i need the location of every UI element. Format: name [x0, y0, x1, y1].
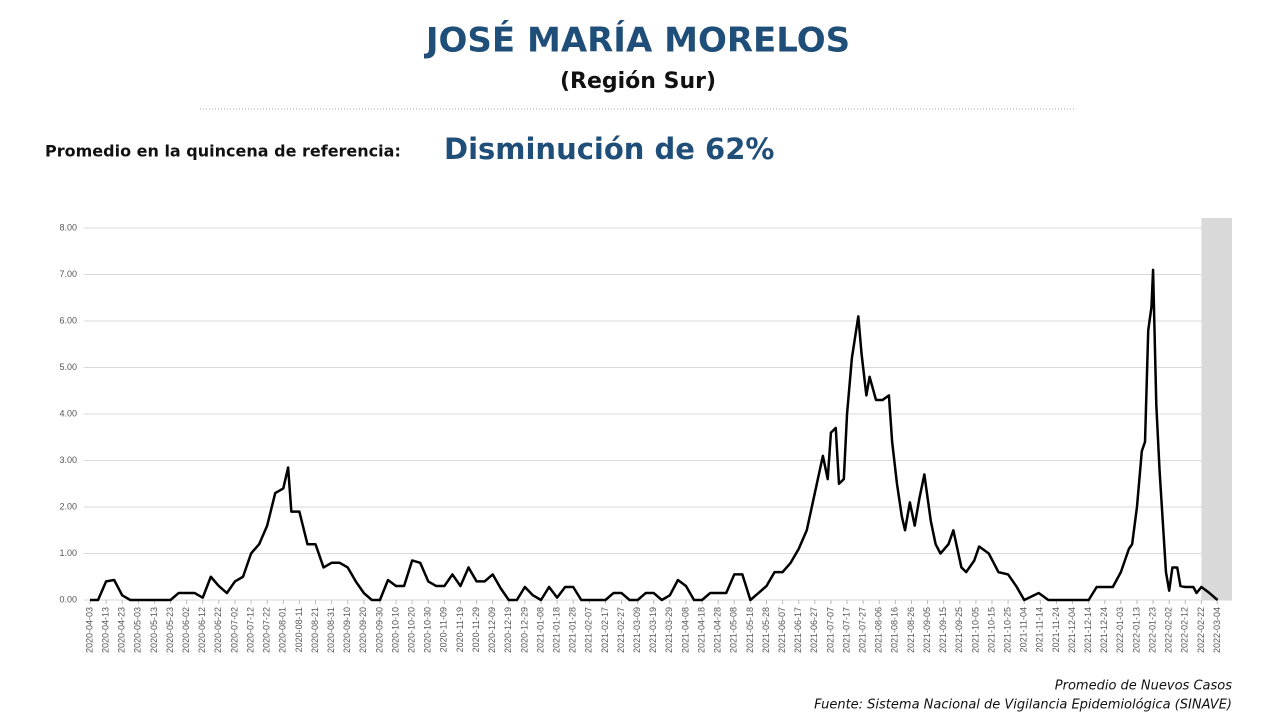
x-tick-label: 2021-07-17 [841, 607, 851, 653]
x-tick-label: 2021-02-27 [616, 607, 626, 653]
x-tick-label: 2020-09-30 [374, 607, 384, 653]
x-tick-label: 2021-04-18 [696, 607, 706, 653]
x-tick-label: 2020-09-10 [342, 607, 352, 653]
chart-subtitle: (Región Sur) [560, 69, 716, 94]
x-tick-label: 2021-01-08 [535, 607, 545, 653]
y-tick-label: 6.00 [59, 315, 77, 325]
plot: 0.00 1.00 2.00 3.00 4.00 5.00 6.00 7.00 8.00 2020… [59, 218, 1232, 653]
y-tick-label: 5.00 [59, 362, 77, 372]
x-tick-label: 2021-10-15 [986, 607, 996, 653]
series-line [90, 268, 1219, 602]
x-tick-label: 2021-12-04 [1067, 607, 1077, 653]
x-tick-label: 2020-08-31 [326, 607, 336, 653]
x-tick-label: 2021-04-08 [680, 607, 690, 653]
x-tick-label: 2020-06-12 [197, 607, 207, 653]
source: Fuente: Sistema Nacional de Vigilancia E… [814, 698, 1232, 713]
y-tick-label: 4.00 [59, 408, 77, 418]
x-tick-label: 2021-02-07 [584, 607, 594, 653]
x-tick-label: 2021-09-25 [954, 607, 964, 653]
x-tick-label: 2021-03-09 [632, 607, 642, 653]
x-tick-label: 2020-04-23 [117, 607, 127, 653]
x-tick-label: 2020-06-02 [181, 607, 191, 653]
x-tick-label: 2021-12-24 [1099, 607, 1109, 653]
x-tick-label: 2021-10-05 [970, 607, 980, 653]
x-tick-label: 2022-01-13 [1131, 607, 1141, 653]
headline: Disminución de 62% [444, 132, 774, 166]
x-tick-label: 2020-10-20 [407, 607, 417, 653]
x-tick-label: 2022-03-04 [1212, 607, 1222, 653]
x-tick-label: 2020-07-22 [262, 607, 272, 653]
x-tick-label: 2022-01-03 [1115, 607, 1125, 653]
x-tick-label: 2021-09-15 [938, 607, 948, 653]
x-tick-label: 2020-11-29 [471, 607, 481, 652]
y-tick-label: 8.00 [59, 222, 77, 232]
x-tick-label: 2022-01-23 [1147, 607, 1157, 653]
reference-label: Promedio en la quincena de referencia: [45, 142, 401, 161]
x-tick-label: 2021-08-16 [890, 607, 900, 653]
x-tick-label: 2021-05-28 [761, 607, 771, 653]
x-tick-label: 2020-06-22 [213, 607, 223, 653]
series-label: Promedio de Nuevos Casos [1055, 679, 1232, 694]
x-tick-label: 2021-11-24 [1051, 607, 1061, 652]
x-tick-label: 2020-12-29 [519, 607, 529, 653]
x-tick-label: 2021-06-07 [777, 607, 787, 653]
x-tick-label: 2021-11-14 [1035, 607, 1045, 652]
x-tick-label: 2020-10-30 [423, 607, 433, 653]
y-tick-label: 7.00 [59, 269, 77, 279]
x-tick-label: 2021-06-17 [793, 607, 803, 653]
x-tick-label: 2020-04-03 [84, 607, 94, 653]
x-tick-label: 2022-02-02 [1164, 607, 1174, 653]
x-tick-label: 2021-01-28 [568, 607, 578, 653]
x-tick-label: 2021-03-19 [648, 607, 658, 653]
x-tick-label: 2020-12-19 [503, 607, 513, 653]
x-tick-label: 2020-09-20 [358, 607, 368, 653]
x-tick-label: 2021-08-26 [906, 607, 916, 653]
x-tick-label: 2021-10-25 [1002, 607, 1012, 653]
x-tick-label: 2021-09-05 [922, 607, 932, 653]
x-tick-label: 2021-06-27 [809, 607, 819, 653]
y-tick-label: 0.00 [59, 594, 77, 604]
x-tick-label: 2020-08-11 [294, 607, 304, 652]
y-tick-label: 1.00 [59, 548, 77, 558]
x-tick-label: 2021-05-08 [729, 607, 739, 653]
x-tick-label: 2020-11-09 [439, 607, 449, 652]
chart-title: JOSÉ MARÍA MORELOS [424, 20, 850, 61]
x-tick-label: 2022-02-12 [1180, 607, 1190, 653]
x-tick-label: 2020-07-12 [245, 607, 255, 653]
shaded-region [1201, 218, 1232, 600]
y-tick-label: 2.00 [59, 501, 77, 511]
x-tick-label: 2021-01-18 [551, 607, 561, 653]
x-tick-label: 2020-05-23 [165, 607, 175, 653]
x-tick-label: 2021-07-27 [858, 607, 868, 653]
x-tick-label: 2020-10-10 [390, 607, 400, 653]
x-tick-label: 2020-08-01 [278, 607, 288, 653]
x-tick-label: 2021-08-06 [874, 607, 884, 653]
x-tick-label: 2021-04-28 [713, 607, 723, 653]
x-tick-label: 2021-02-17 [600, 607, 610, 653]
y-tick-label: 3.00 [59, 455, 77, 465]
x-tick-label: 2021-12-14 [1083, 607, 1093, 653]
x-tick-label: 2022-02-22 [1196, 607, 1206, 653]
x-tick-label: 2021-07-07 [825, 607, 835, 653]
x-tick-label: 2020-08-21 [310, 607, 320, 653]
x-tick-label: 2020-05-13 [149, 607, 159, 653]
x-tick-label: 2020-12-09 [487, 607, 497, 653]
x-tick-label: 2021-03-29 [664, 607, 674, 653]
x-tick-label: 2020-05-03 [133, 607, 143, 653]
x-tick-label: 2020-11-19 [455, 607, 465, 652]
x-tick-label: 2021-11-04 [1019, 607, 1029, 652]
x-tick-label: 2020-04-13 [100, 607, 110, 653]
x-tick-label: 2020-07-02 [229, 607, 239, 653]
x-tick-label: 2021-05-18 [745, 607, 755, 653]
